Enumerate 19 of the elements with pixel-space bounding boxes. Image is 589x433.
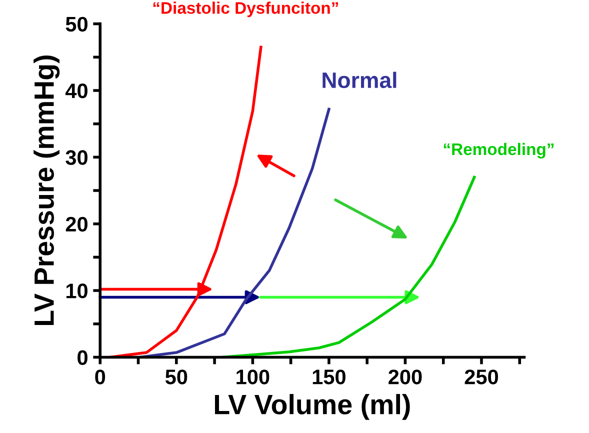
y-tick-label: 30 — [66, 150, 88, 165]
x-tick-label: 50 — [165, 370, 188, 384]
y-tick-label: 20 — [66, 216, 88, 232]
y-tick-label: 40 — [65, 84, 88, 98]
x-tick-label: 100 — [236, 370, 270, 384]
x-axis-title: LV Volume (ml) — [214, 394, 410, 420]
line-series — [138, 108, 330, 358]
x-tick-label: 200 — [388, 370, 422, 384]
text: “Remodeling” — [444, 142, 554, 159]
text: “Diastolic Dysfunciton” — [153, 2, 338, 18]
x-tick-label: 0 — [95, 370, 106, 384]
x-tick-label: 150 — [312, 370, 346, 384]
y-axis-title: LV Pressure (mmHg) — [34, 56, 60, 326]
y-tick-label: 10 — [66, 284, 88, 298]
series-label: Normal — [322, 72, 396, 88]
line-series — [220, 176, 476, 358]
x-tick-label: 250 — [464, 370, 498, 384]
y-tick-label: 50 — [66, 16, 88, 32]
y-tick-label: 0 — [78, 350, 88, 365]
